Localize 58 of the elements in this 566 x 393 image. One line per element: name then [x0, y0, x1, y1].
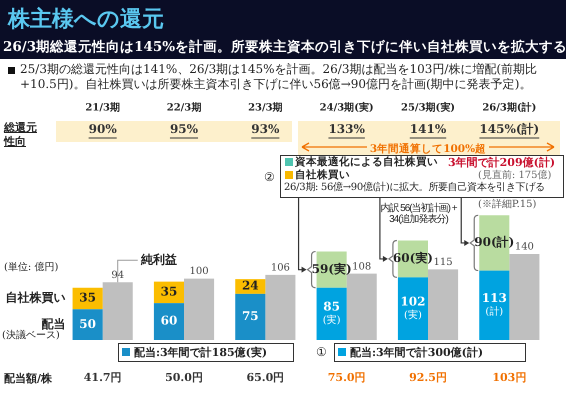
data-label: 90(計) [474, 235, 514, 250]
text: 3年間で計209億(計) [448, 156, 556, 170]
text: 133% [328, 122, 366, 136]
x-tick-label: 26/3期(計) [482, 102, 536, 114]
text: 75.0円 [328, 370, 366, 384]
text: 41.7円 [84, 370, 122, 384]
data-label: 60 [160, 314, 178, 328]
data-label: 60(実) [392, 251, 433, 266]
x-tick-label: 22/3期 [166, 102, 202, 114]
text: (見直前: 175億) [478, 170, 552, 182]
data-label: 94 [111, 270, 124, 281]
text: 自社株買い [295, 169, 350, 182]
text: 93% [251, 122, 280, 136]
x-tick-label: 21/3期 [85, 102, 120, 114]
x-tick-label: 25/3期(実) [401, 102, 455, 114]
data-label: 108 [352, 261, 372, 272]
text: 103円 [492, 370, 526, 384]
text: 141% [410, 122, 447, 136]
text: (単位: 億円) [4, 262, 58, 274]
text: 90% [88, 122, 118, 136]
data-label: 24 [242, 278, 259, 293]
chart-title: 株主様への還元 [8, 5, 164, 34]
text: (決議ベース) [2, 330, 60, 342]
text: 総還元性向 [4, 121, 38, 148]
text: ② [264, 170, 275, 185]
text: 50.0円 [165, 370, 203, 384]
data-label: 140 [514, 242, 534, 253]
x-tick-label: 23/3期 [248, 102, 283, 114]
text: 配当:3年間で計300億(計) [350, 346, 484, 360]
data-label: 102 (実) [400, 294, 426, 321]
data-label: 50 [79, 316, 96, 331]
text: 65.0円 [246, 370, 284, 384]
text: 92.5円 [409, 370, 447, 384]
series-label: 配当 [42, 316, 66, 331]
data-label: 35 [79, 290, 96, 305]
text: 配当額/株 [4, 372, 52, 386]
series-label: 純利益 [140, 252, 177, 266]
data-label: 75 [242, 309, 259, 324]
x-tick-label: 24/3期(実) [320, 102, 374, 114]
data-label: 100 [190, 266, 209, 278]
data-label: 106 [270, 262, 290, 274]
text: 145%(計) [479, 122, 540, 136]
chart-subtitle: 26/3期総還元性向は145%を計画。所要株主資本の引き下げに伴い自社株買いを拡大する [3, 38, 566, 56]
text: ① [316, 345, 327, 360]
annotation: 内訳 56(当初計画) + 34(追加発表分) [380, 203, 457, 225]
series-label: 自社株買い [6, 290, 66, 305]
text: 25/3期の総還元性向は141%、26/3期は145%を計画。26/3期は配当を103円/株に増配(前期比+10.5円)。自社株買いは所要株主資本引き下げに伴い56億→90億円を計画(期中に発表予定)。 [20, 62, 538, 92]
text: 26/3期: 56億→90億(計)に拡大。所要自己資本を引き下げる [284, 182, 545, 194]
text: 95% [170, 122, 199, 136]
data-label: 59(実) [312, 262, 352, 276]
text: 3年間通算して100%超 [366, 143, 490, 155]
text: 資本最適化による自社株買い [295, 156, 438, 169]
data-label: 85 (実) [322, 300, 341, 326]
data-label: 115 [434, 256, 453, 268]
text: (※詳細P.15) [478, 199, 536, 212]
data-label: 113 (計) [482, 290, 507, 318]
data-label: 35 [160, 284, 178, 299]
text: 配当:3年間で計185億(実) [134, 346, 268, 360]
